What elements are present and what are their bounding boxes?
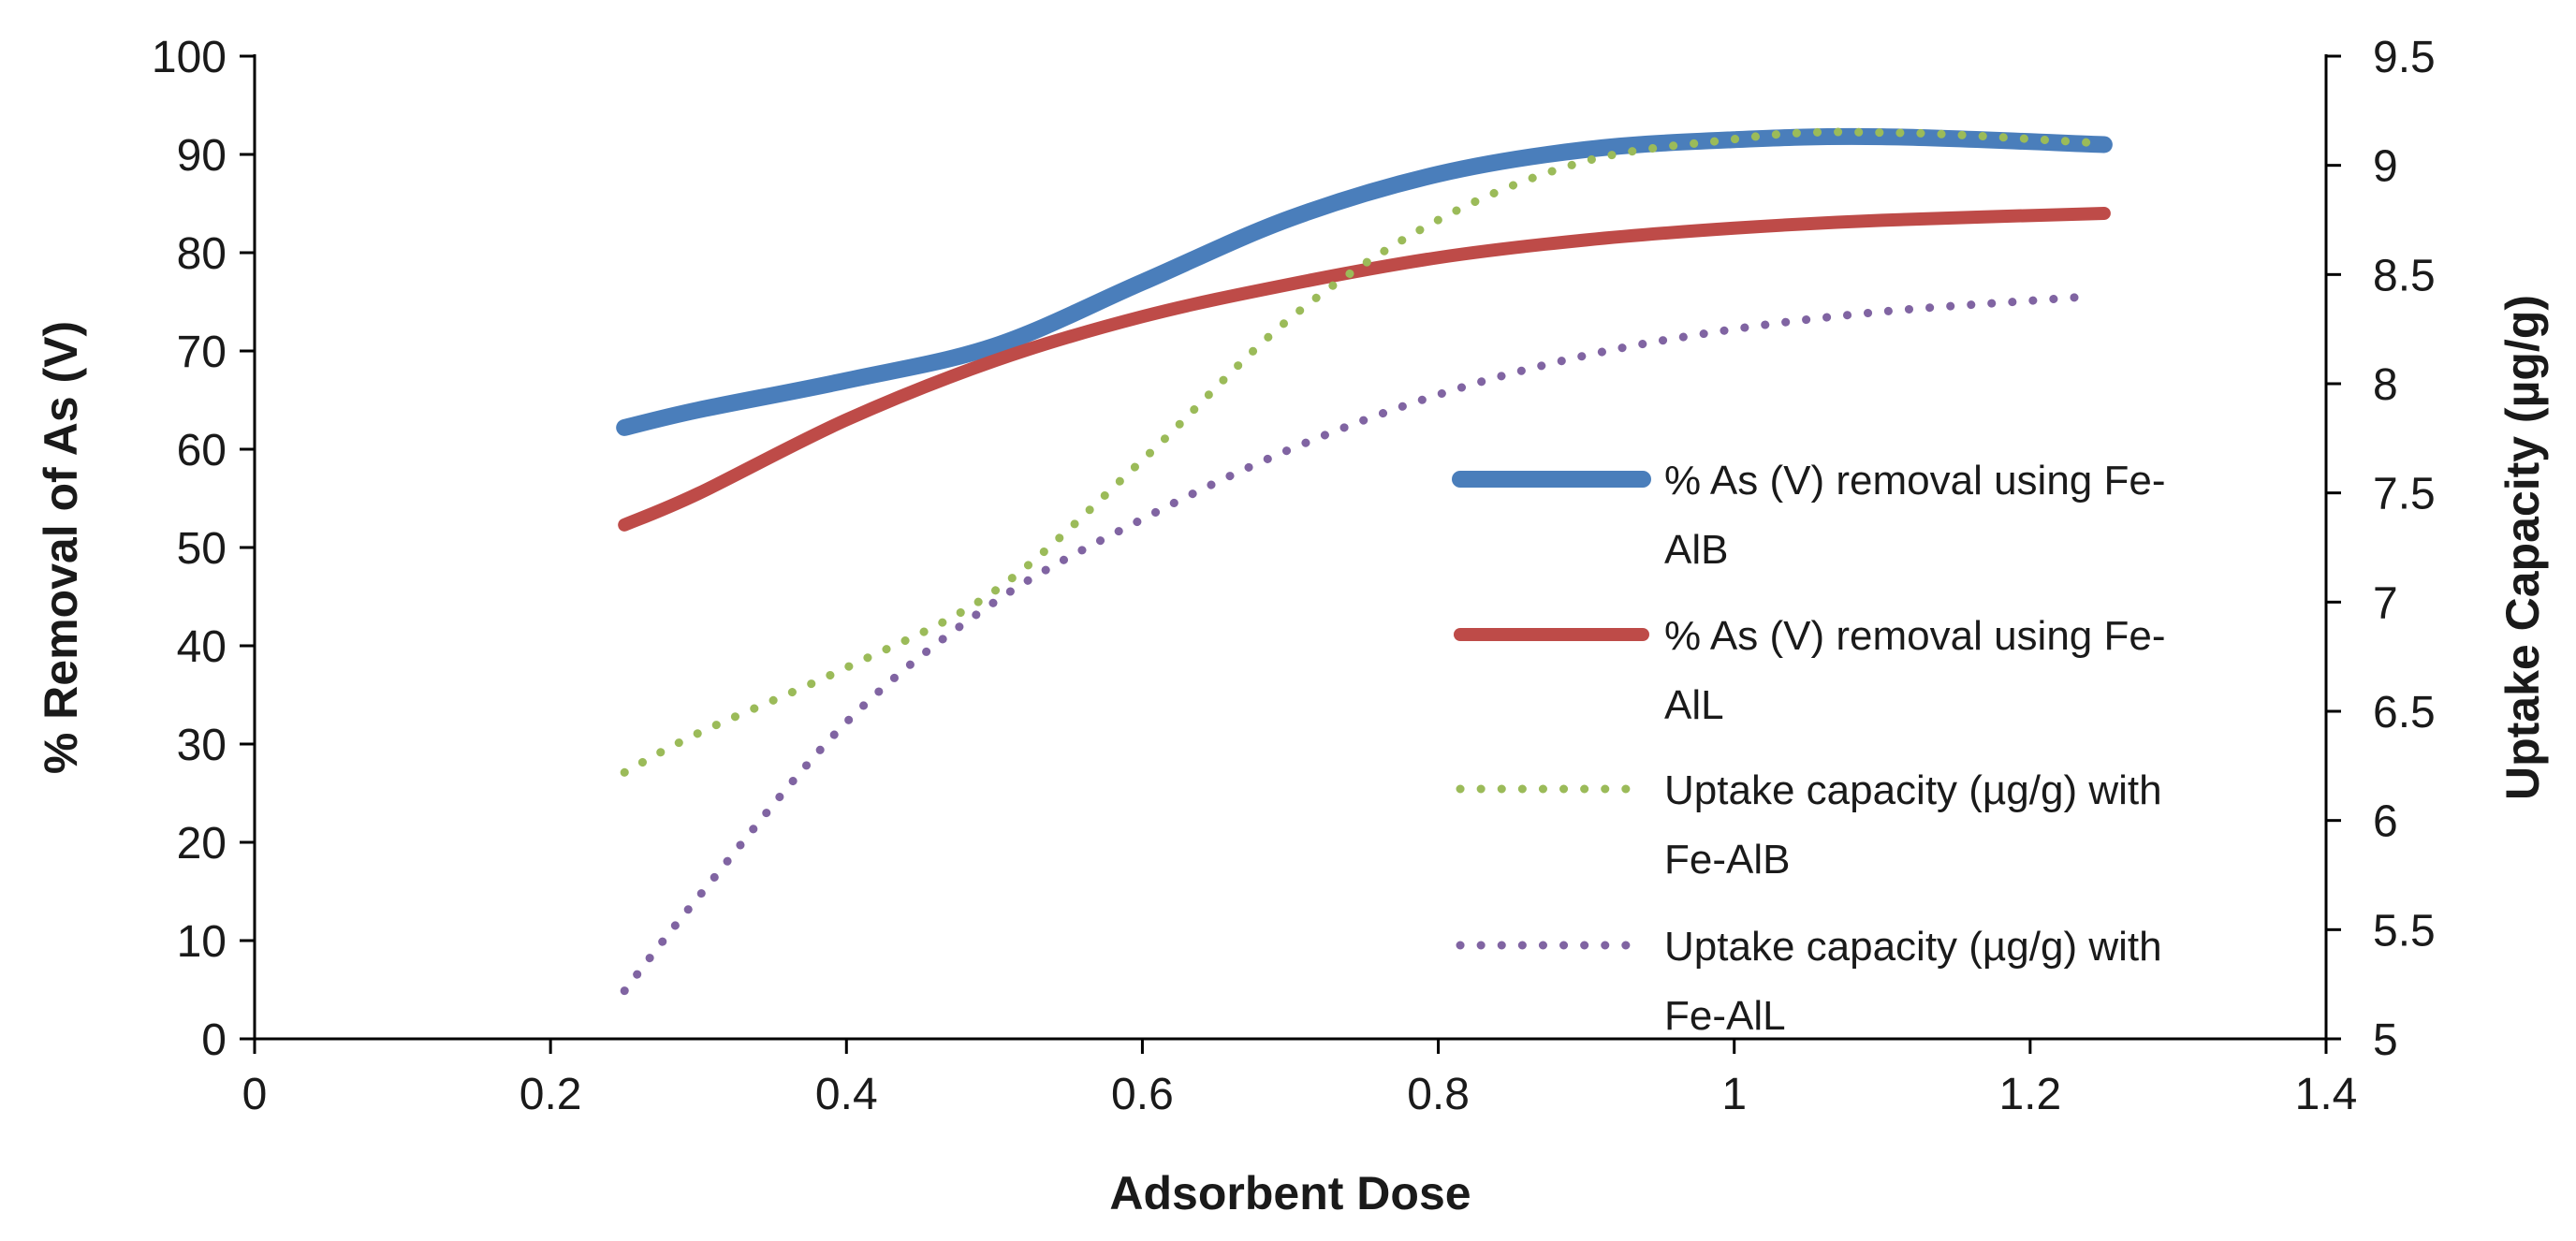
y-right-tick-label: 6.5 bbox=[2373, 688, 2436, 737]
series-line-2 bbox=[618, 207, 2111, 532]
y-left-tick-label: 40 bbox=[177, 622, 227, 672]
legend-label-1-line2: AlB bbox=[1664, 527, 1728, 573]
legend-label-3: Uptake capacity (µg/g) with bbox=[1664, 767, 2162, 813]
legend-label-3-line2: Fe-AlB bbox=[1664, 837, 1790, 883]
y-right-tick-label: 7.5 bbox=[2373, 470, 2436, 519]
y-right-tick-label: 5.5 bbox=[2373, 906, 2436, 956]
x-tick-label: 0.8 bbox=[1407, 1070, 1470, 1119]
y-left-tick-label: 20 bbox=[177, 819, 227, 869]
series-line-3 bbox=[620, 127, 2109, 777]
y-left-tick-label: 60 bbox=[177, 426, 227, 475]
y-left-tick-label: 100 bbox=[152, 33, 227, 82]
y-left-tick-label: 70 bbox=[177, 328, 227, 377]
y-right-tick-label: 8 bbox=[2373, 360, 2398, 410]
legend-label-2: % As (V) removal using Fe- bbox=[1664, 613, 2166, 659]
y-axis-right-title: Uptake Capacity (µg/g) bbox=[2496, 295, 2549, 800]
x-tick-label: 0 bbox=[242, 1070, 268, 1119]
y-left-tick-label: 10 bbox=[177, 917, 227, 967]
y-left-tick-label: 80 bbox=[177, 229, 227, 279]
series-line-1 bbox=[616, 127, 2113, 436]
y-right-tick-label: 9.5 bbox=[2373, 33, 2436, 82]
legend-label-2-line2: AlL bbox=[1664, 682, 1724, 728]
x-tick-label: 0.2 bbox=[520, 1070, 582, 1119]
x-tick-label: 1.4 bbox=[2295, 1070, 2358, 1119]
x-tick-label: 1 bbox=[1721, 1070, 1747, 1119]
legend-label-4-line2: Fe-AlL bbox=[1664, 993, 1786, 1039]
x-tick-label: 0.4 bbox=[815, 1070, 878, 1119]
y-right-tick-label: 8.5 bbox=[2373, 251, 2436, 300]
x-tick-label: 0.6 bbox=[1111, 1070, 1174, 1119]
y-right-tick-label: 6 bbox=[2373, 797, 2398, 847]
y-right-tick-label: 5 bbox=[2373, 1015, 2398, 1065]
y-axis-left-title: % Removal of As (V) bbox=[35, 321, 87, 774]
y-left-tick-label: 90 bbox=[177, 131, 227, 181]
y-left-tick-label: 30 bbox=[177, 721, 227, 770]
legend-label-1: % As (V) removal using Fe- bbox=[1664, 458, 2166, 504]
legend-label-4: Uptake capacity (µg/g) with bbox=[1664, 924, 2162, 970]
y-right-tick-label: 7 bbox=[2373, 578, 2398, 628]
y-left-tick-label: 0 bbox=[201, 1015, 227, 1065]
y-right-tick-label: 9 bbox=[2373, 142, 2398, 192]
y-left-tick-label: 50 bbox=[177, 524, 227, 574]
x-axis-title: Adsorbent Dose bbox=[1109, 1167, 1471, 1219]
x-tick-label: 1.2 bbox=[1998, 1070, 2061, 1119]
